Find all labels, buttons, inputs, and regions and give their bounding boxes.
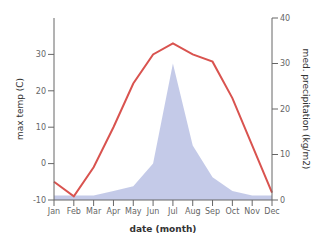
svg-text:Aug: Aug (185, 207, 201, 216)
svg-text:20: 20 (280, 105, 290, 114)
svg-text:med. precipitation (kg/m2): med. precipitation (kg/m2) (301, 49, 311, 170)
svg-text:40: 40 (280, 14, 290, 23)
svg-text:Mar: Mar (86, 207, 102, 216)
svg-text:Jan: Jan (47, 207, 60, 216)
svg-text:Sep: Sep (205, 207, 220, 216)
svg-text:max temp (C): max temp (C) (15, 78, 25, 140)
svg-text:Feb: Feb (67, 207, 81, 216)
svg-text:Dec: Dec (264, 207, 279, 216)
svg-text:May: May (125, 207, 142, 216)
svg-text:30: 30 (280, 59, 290, 68)
svg-text:Oct: Oct (225, 207, 239, 216)
svg-text:Jul: Jul (167, 207, 178, 216)
svg-text:20: 20 (36, 87, 46, 96)
svg-text:0: 0 (41, 159, 46, 168)
svg-text:30: 30 (36, 50, 46, 59)
svg-text:10: 10 (36, 123, 46, 132)
svg-text:Jun: Jun (146, 207, 160, 216)
svg-text:date (month): date (month) (130, 224, 197, 234)
svg-text:Nov: Nov (244, 207, 260, 216)
svg-text:Apr: Apr (107, 207, 122, 216)
svg-text:10: 10 (280, 150, 290, 159)
svg-text:-10: -10 (33, 196, 46, 205)
svg-text:0: 0 (280, 196, 285, 205)
